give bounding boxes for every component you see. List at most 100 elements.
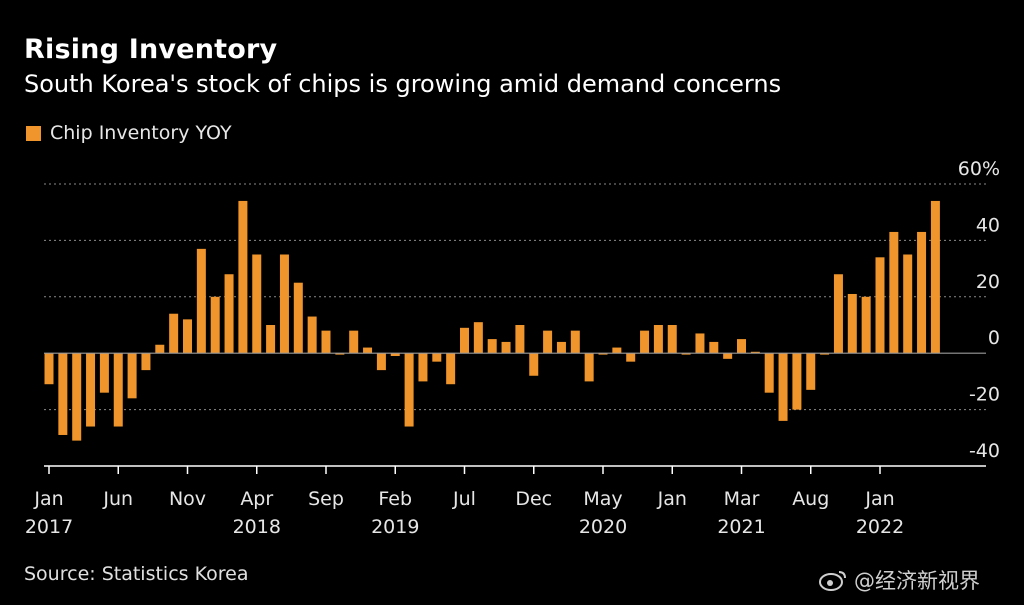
bar (86, 353, 96, 427)
bar (792, 353, 802, 410)
bar (224, 274, 234, 354)
bar (183, 319, 192, 354)
bar (58, 353, 68, 435)
x-tick-label: Jan (33, 488, 63, 510)
y-tick-label: 0 (988, 327, 1000, 349)
x-tick-label: Jan (657, 488, 687, 510)
bar (917, 231, 927, 354)
bar (307, 316, 317, 354)
y-tick-label: -40 (969, 440, 1000, 462)
bar (266, 325, 276, 354)
bar (695, 333, 705, 354)
bar (404, 353, 414, 427)
y-tick-label: 60% (958, 158, 1000, 180)
bar (363, 347, 373, 354)
bar (515, 325, 525, 354)
bar (487, 339, 497, 354)
bar (709, 341, 719, 354)
x-tick-label: Apr (240, 488, 273, 510)
bar (279, 254, 289, 354)
bar (460, 327, 469, 354)
legend: Chip Inventory YOY (26, 122, 232, 144)
bar (335, 353, 345, 355)
bar (764, 353, 774, 393)
x-tick-label: Dec (515, 488, 552, 510)
bar (390, 353, 400, 357)
bar (321, 330, 331, 354)
bar (473, 322, 483, 354)
bar (570, 330, 580, 354)
watermark-text: @经济新视界 (854, 569, 980, 593)
bar (930, 200, 940, 354)
bar (127, 353, 137, 399)
bar (723, 353, 733, 359)
bar (113, 353, 123, 427)
x-tick-label: Nov (169, 488, 206, 510)
y-tick-label: 40 (976, 214, 1000, 236)
bar (640, 330, 650, 354)
bar (44, 353, 54, 385)
bar (349, 330, 359, 354)
bar (72, 353, 82, 441)
bar (238, 200, 248, 354)
x-tick-label: Jun (102, 488, 133, 510)
legend-swatch (26, 125, 41, 141)
bar (737, 339, 746, 354)
bar (903, 254, 913, 354)
bar (820, 353, 830, 355)
bar (141, 353, 151, 371)
x-tick-year-label: 2018 (233, 516, 281, 538)
bar (875, 257, 885, 354)
bar (750, 351, 760, 354)
bar (418, 353, 428, 382)
bar (653, 325, 663, 354)
bar (210, 296, 220, 354)
bar (861, 296, 871, 354)
bar (612, 347, 622, 354)
bar (376, 353, 386, 371)
x-tick-label: Mar (724, 488, 760, 510)
x-tick-label: Aug (792, 488, 829, 510)
bar (626, 353, 636, 362)
x-tick-year-label: 2019 (371, 516, 419, 538)
bar (196, 248, 206, 354)
x-tick-label: Feb (378, 488, 412, 510)
bar (889, 231, 899, 354)
bar (169, 313, 179, 354)
bar (584, 353, 594, 382)
x-tick-label: Jan (864, 488, 894, 510)
bar (529, 353, 539, 376)
bar (847, 293, 857, 354)
bar (833, 274, 843, 354)
y-tick-label: 20 (976, 271, 1000, 293)
weibo-logo-icon (819, 571, 846, 591)
bar (543, 330, 553, 354)
x-tick-year-label: 2022 (856, 516, 904, 538)
bar (806, 353, 816, 390)
bar (432, 353, 442, 362)
bar-chart: -40 -20 0 20 40 60% Jan 2017 Jun Nov Apr 2018 Sep Feb… (25, 158, 1000, 538)
x-tick-year-label: 2017 (25, 516, 73, 538)
x-tick-label: Jul (452, 488, 476, 510)
bar (446, 353, 456, 385)
x-tick-label: May (583, 488, 622, 510)
source-note: Source: Statistics Korea (24, 563, 249, 585)
bar (501, 341, 511, 354)
bar (252, 254, 262, 354)
chart-subtitle: South Korea's stock of chips is growing … (24, 70, 782, 98)
bar (778, 353, 788, 421)
bar (667, 325, 677, 354)
bar (556, 341, 566, 354)
bar (99, 353, 109, 393)
x-tick-label: Sep (308, 488, 344, 510)
bar (681, 353, 691, 355)
watermark: @经济新视界 (818, 565, 980, 595)
bar (598, 353, 608, 355)
bar (155, 344, 165, 354)
x-tick-year-label: 2021 (717, 516, 765, 538)
chart-title: Rising Inventory (24, 34, 278, 65)
legend-label: Chip Inventory YOY (50, 122, 232, 144)
x-tick-year-label: 2020 (579, 516, 627, 538)
y-tick-label: -20 (969, 384, 1000, 406)
bar (293, 282, 303, 354)
